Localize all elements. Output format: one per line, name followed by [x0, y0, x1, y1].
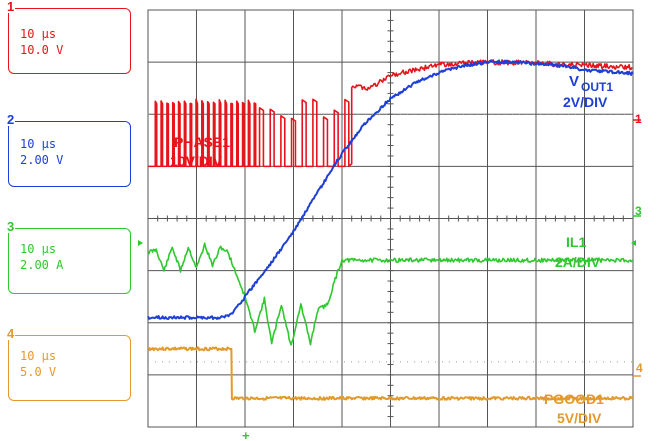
channel-2-box: 2 10 µs 2.00 V [6, 113, 131, 187]
ch1-ground-marker: 1 [635, 112, 642, 126]
channel-2-time: 10 µs [20, 137, 57, 151]
channel-2-scale: 2.00 V [20, 153, 64, 167]
channel-1-scale: 10.0 V [20, 43, 64, 57]
channel-2-number: 2 [6, 112, 16, 127]
channel-4-box: 4 10 µs 5.0 V [6, 327, 131, 401]
pgood1-label: PGOOD1 [544, 391, 604, 407]
channel-1-box: 1 10 µs 10.0 V [6, 0, 131, 74]
phase1-label: PHASE1 [174, 134, 230, 150]
ch4-ground-marker: 4 [636, 361, 643, 375]
graticule-grid [147, 9, 634, 428]
vout1-label-main: V [569, 73, 579, 90]
trigger-level-marker [138, 240, 143, 246]
channel-1-number: 1 [6, 0, 16, 14]
channel-1-time: 10 µs [20, 27, 57, 41]
vout1-trace [147, 59, 634, 320]
trigger-level-marker-right [631, 240, 636, 246]
channel-3-number: 3 [6, 219, 16, 234]
channel-3-box: 3 10 µs 2.00 A [6, 220, 131, 294]
channel-4-time: 10 µs [20, 349, 57, 363]
channel-4-number: 4 [6, 326, 16, 341]
traces [147, 59, 634, 401]
ch3-ground-marker: 3 [635, 204, 642, 218]
channel-4-scale: 5.0 V [20, 365, 57, 379]
trigger-position-marker: + [242, 428, 250, 441]
phase1-scale-label: 10V/DIV [170, 153, 223, 169]
pgood1-trace [147, 346, 634, 401]
vout1-scale-label: 2V/DIV [563, 94, 608, 110]
il1-label: IL1 [566, 234, 586, 250]
il1-trace [147, 242, 634, 346]
pgood1-scale-label: 5V/DIV [557, 410, 602, 426]
il1-scale-label: 2A/DIV [555, 254, 601, 270]
channel-3-time: 10 µs [20, 242, 57, 256]
channel-3-scale: 2.00 A [20, 258, 64, 272]
vout1-label-subscript: OUT1 [581, 80, 613, 94]
